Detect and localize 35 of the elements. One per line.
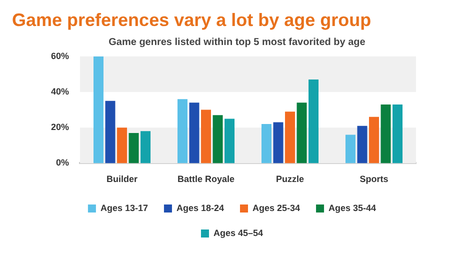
x-tick-label: Builder [106,174,138,184]
legend-label: Ages 35-44 [328,202,376,213]
y-tick-label: 20% [51,122,70,132]
bar [189,102,200,164]
bar [128,132,139,164]
bar [273,122,284,164]
x-tick-label: Puzzle [276,174,304,184]
bar [345,134,356,164]
bar [261,124,272,164]
bar [285,112,296,164]
bar [392,104,403,164]
bar [357,126,368,164]
bar [140,131,151,164]
chart-title: Game preferences vary a lot by age group [11,9,372,32]
bar [93,56,104,164]
legend-label: Ages 18-24 [176,202,224,213]
bar [105,100,116,164]
y-tick-label: 40% [51,86,70,96]
bar [201,110,212,164]
bar [296,102,307,164]
bar [117,128,128,164]
y-tick-label: 0% [56,158,70,168]
bar [369,116,379,164]
legend-label: Ages 25-34 [252,202,300,213]
legend-label: Ages 45–54 [213,228,264,238]
bar [212,115,223,164]
bar [224,118,235,164]
legend-label: Ages 13-17 [100,202,148,213]
chart-subtitle: Game genres listed within top 5 most favorited by age [108,37,366,48]
y-tick-label: 60% [51,50,70,61]
bar [380,104,391,164]
bar [177,99,188,164]
bar [308,80,319,164]
x-tick-label: Sports [360,174,388,184]
x-tick-label: Battle Royale [177,174,235,184]
